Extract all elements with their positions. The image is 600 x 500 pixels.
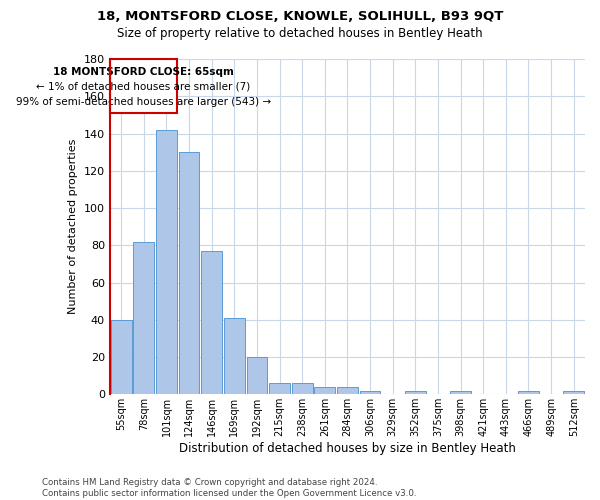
Bar: [359, 390, 380, 394]
Bar: [202, 251, 222, 394]
Bar: [247, 357, 268, 395]
Bar: [133, 242, 154, 394]
Text: 18 MONTSFORD CLOSE: 65sqm: 18 MONTSFORD CLOSE: 65sqm: [53, 67, 234, 77]
Bar: [518, 390, 539, 394]
Text: Size of property relative to detached houses in Bentley Heath: Size of property relative to detached ho…: [117, 28, 483, 40]
Bar: [224, 318, 245, 394]
Bar: [269, 383, 290, 394]
Bar: [563, 390, 584, 394]
Text: Contains HM Land Registry data © Crown copyright and database right 2024.
Contai: Contains HM Land Registry data © Crown c…: [42, 478, 416, 498]
X-axis label: Distribution of detached houses by size in Bentley Heath: Distribution of detached houses by size …: [179, 442, 516, 455]
Bar: [179, 152, 199, 394]
Text: 99% of semi-detached houses are larger (543) →: 99% of semi-detached houses are larger (…: [16, 97, 271, 107]
Y-axis label: Number of detached properties: Number of detached properties: [68, 139, 79, 314]
Bar: [337, 387, 358, 394]
Bar: [405, 390, 426, 394]
Text: 18, MONTSFORD CLOSE, KNOWLE, SOLIHULL, B93 9QT: 18, MONTSFORD CLOSE, KNOWLE, SOLIHULL, B…: [97, 10, 503, 23]
Bar: [450, 390, 471, 394]
Bar: [156, 130, 177, 394]
Bar: [314, 387, 335, 394]
Bar: [110, 59, 176, 113]
Bar: [292, 383, 313, 394]
Bar: [111, 320, 131, 394]
Text: ← 1% of detached houses are smaller (7): ← 1% of detached houses are smaller (7): [36, 82, 250, 92]
